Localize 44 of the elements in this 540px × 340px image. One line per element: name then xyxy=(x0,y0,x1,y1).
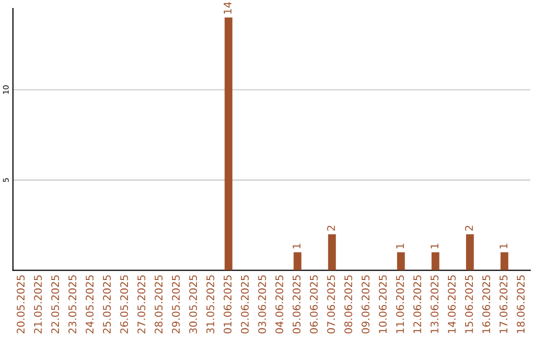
x-tick-label: 22.05.2025 xyxy=(51,275,60,334)
x-tick-label: 07.06.2025 xyxy=(327,275,335,334)
x-tick-label: 16.06.2025 xyxy=(482,275,490,333)
x-tick-label: 30.05.2025 xyxy=(189,275,198,334)
x-tick-label: 12.06.2025 xyxy=(413,275,422,333)
x-tick-label: 21.05.2025 xyxy=(34,275,42,334)
x-tick-label: 02.06.2025 xyxy=(240,275,249,334)
bar xyxy=(328,234,336,270)
data-label: 2 xyxy=(465,226,473,231)
x-tick-label: 09.06.2025 xyxy=(362,275,370,334)
bar xyxy=(466,234,474,270)
data-label: 2 xyxy=(327,226,335,231)
x-tick-label: 18.06.2025 xyxy=(516,275,525,333)
x-tick-label: 13.06.2025 xyxy=(430,275,438,333)
data-label: 1 xyxy=(292,244,300,248)
x-tick-label: 23.05.2025 xyxy=(68,275,76,334)
x-tick-label: 10.06.2025 xyxy=(378,275,387,333)
x-tick-label: 27.05.2025 xyxy=(137,275,146,334)
x-tick-label: 31.05.2025 xyxy=(206,275,214,334)
x-tick-label: 25.05.2025 xyxy=(102,275,111,334)
x-tick-label: 14.06.2025 xyxy=(448,275,456,333)
x-tick-label: 29.05.2025 xyxy=(172,275,180,334)
x-tick-label: 26.05.2025 xyxy=(120,275,128,334)
data-label: 1 xyxy=(396,244,404,248)
x-tick-label: 06.06.2025 xyxy=(310,275,318,334)
x-tick-label: 20.05.2025 xyxy=(16,275,25,334)
bar xyxy=(500,252,508,270)
x-tick-label: 17.06.2025 xyxy=(500,275,508,333)
x-tick-label: 04.06.2025 xyxy=(275,275,284,334)
bar xyxy=(224,18,232,270)
x-tick-label: 03.06.2025 xyxy=(258,275,266,334)
data-label: 1 xyxy=(500,244,508,248)
x-tick-label: 15.06.2025 xyxy=(465,275,473,333)
data-label: 1 xyxy=(430,244,438,248)
bar xyxy=(294,252,302,270)
bar xyxy=(397,252,405,270)
x-tick-label: 01.06.2025 xyxy=(224,275,232,334)
x-tick-label: 11.06.2025 xyxy=(396,275,404,333)
data-label: 14 xyxy=(224,2,232,14)
x-tick-label: 05.06.2025 xyxy=(292,275,301,334)
x-tick-label: 08.06.2025 xyxy=(344,275,352,334)
bar xyxy=(432,252,440,270)
x-tick-label: 28.05.2025 xyxy=(154,275,163,334)
x-tick-label: 24.05.2025 xyxy=(86,275,94,334)
